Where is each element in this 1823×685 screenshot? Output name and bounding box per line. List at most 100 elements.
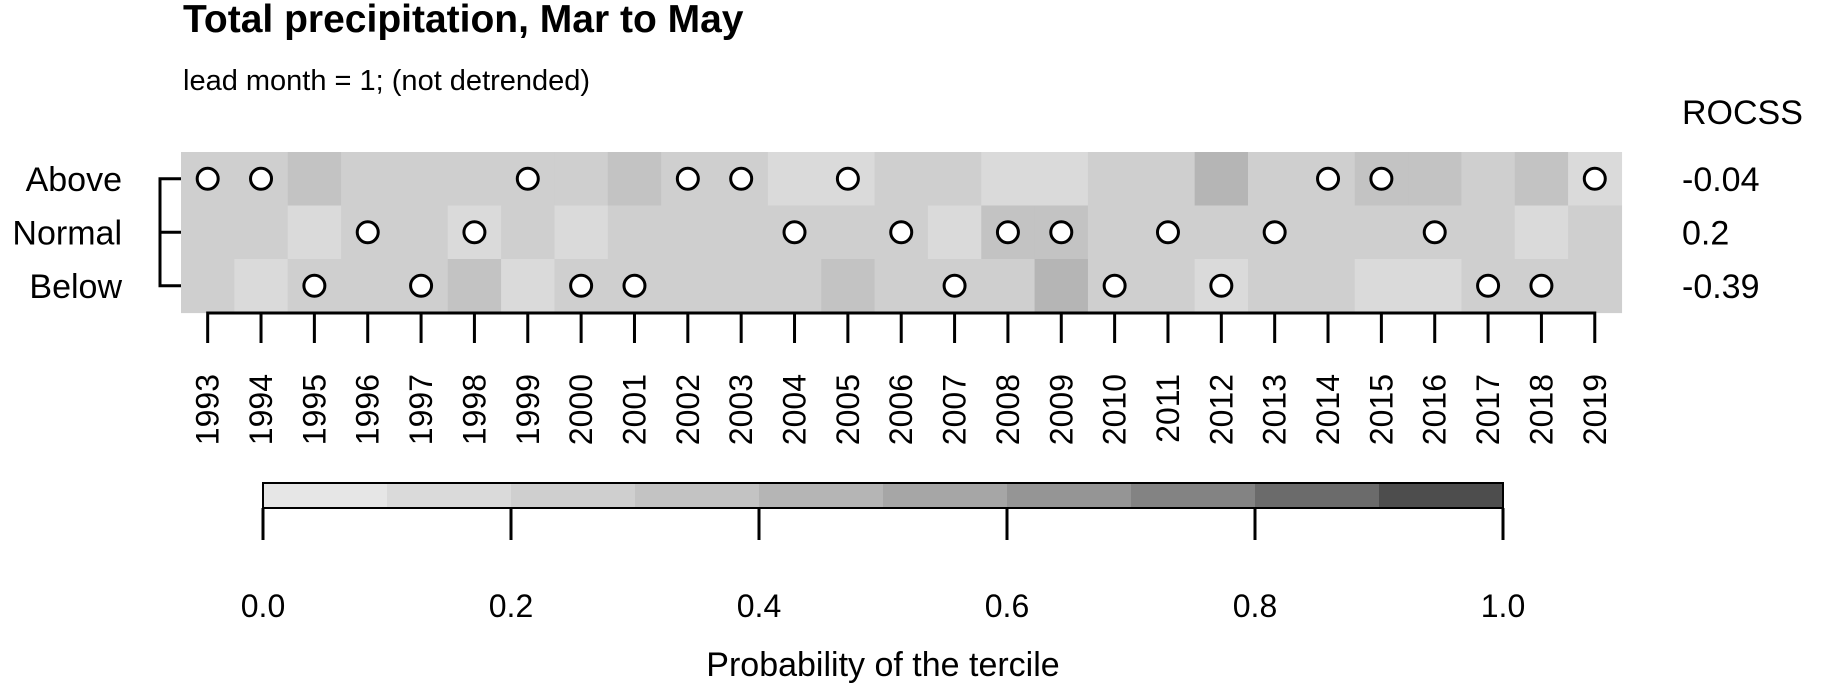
heatmap-cell (287, 152, 342, 207)
heatmap-cell (927, 205, 982, 260)
rocss-value: -0.04 (1682, 161, 1760, 199)
year-label: 2011 (1150, 374, 1186, 443)
colorbar-bin (387, 483, 512, 508)
category-label: Below (29, 268, 122, 306)
heatmap-cell (661, 259, 716, 314)
colorbar-bin (759, 483, 884, 508)
heatmap-cell (501, 259, 556, 314)
year-label: 2012 (1203, 374, 1239, 445)
heatmap-cell (1034, 152, 1089, 207)
observed-tercile-marker (1476, 273, 1501, 298)
colorbar-tick-label: 1.0 (1481, 588, 1525, 624)
chart-subtitle: lead month = 1; (not detrended) (183, 65, 590, 97)
observed-tercile-marker (1369, 166, 1394, 191)
heatmap-cell (1034, 259, 1089, 314)
year-label: 2017 (1470, 374, 1506, 445)
heatmap-cell (874, 259, 929, 314)
heatmap-cell (1248, 259, 1302, 314)
observed-tercile-marker (1155, 220, 1180, 245)
colorbar-bin (263, 483, 388, 508)
year-label: 1999 (510, 374, 546, 445)
observed-tercile-marker (1316, 166, 1341, 191)
heatmap-cell (1301, 259, 1356, 314)
observed-tercile-marker (569, 273, 594, 298)
colorbar-tick-label: 0.6 (985, 588, 1029, 624)
heatmap-cell (554, 152, 609, 207)
heatmap-cell (714, 205, 769, 260)
observed-tercile-marker (355, 220, 380, 245)
colorbar-bin (883, 483, 1008, 508)
heatmap-cell (1568, 259, 1623, 314)
year-label: 1998 (456, 374, 492, 445)
heatmap-cell (447, 259, 502, 314)
heatmap-cell (1141, 259, 1196, 314)
heatmap-cell (1408, 152, 1462, 207)
colorbar-tick-label: 0.0 (241, 588, 285, 624)
year-label: 2001 (616, 374, 652, 445)
year-label: 2008 (990, 374, 1026, 445)
observed-tercile-marker (1209, 273, 1234, 298)
heatmap-cell (501, 205, 556, 260)
heatmap-cell (874, 152, 929, 207)
observed-tercile-marker (1262, 220, 1287, 245)
year-label: 2002 (670, 374, 706, 445)
observed-markers (195, 166, 1607, 298)
year-label: 2005 (830, 374, 866, 445)
observed-tercile-marker (675, 166, 700, 191)
year-label: 2019 (1577, 374, 1613, 445)
heatmap-cell (1141, 152, 1196, 207)
colorbar-title: Probability of the tercile (706, 646, 1059, 684)
heatmap-cell (234, 259, 289, 314)
colorbar-tick-label: 0.2 (489, 588, 533, 624)
heatmap-cell (767, 152, 822, 207)
heatmap-cell (714, 259, 769, 314)
observed-tercile-marker (515, 166, 540, 191)
heatmap-cell (607, 205, 662, 260)
observed-tercile-marker (1049, 220, 1074, 245)
rocss-value: 0.2 (1682, 214, 1729, 252)
heatmap-cell (341, 259, 395, 314)
observed-tercile-marker (995, 220, 1020, 245)
observed-tercile-marker (942, 273, 967, 298)
colorbar-frame (262, 482, 1504, 509)
heatmap-cell (181, 205, 235, 260)
rocss-column: -0.04 0.2 -0.39 (1682, 161, 1760, 306)
year-label: 2014 (1310, 374, 1346, 445)
rocss-value: -0.39 (1682, 268, 1760, 306)
heatmap-cell (661, 205, 716, 260)
year-label: 2015 (1363, 374, 1399, 445)
observed-tercile-marker (622, 273, 647, 298)
heatmap-cell (1087, 205, 1142, 260)
year-label: 2013 (1257, 374, 1293, 445)
year-label: 2009 (1043, 374, 1079, 445)
heatmap-cell (767, 259, 822, 314)
year-label: 1993 (190, 374, 226, 445)
heatmap-cell (1408, 259, 1462, 314)
heatmap-cell (1194, 152, 1249, 207)
year-label: 2003 (723, 374, 759, 445)
observed-tercile-marker (302, 273, 327, 298)
heatmap-cell (394, 205, 449, 260)
heatmap-cell (1568, 205, 1623, 260)
chart-title: Total precipitation, Mar to May (183, 0, 744, 41)
heatmap-cell (1514, 152, 1569, 207)
year-label: 2006 (883, 374, 919, 445)
heatmap-cell (927, 152, 982, 207)
category-label: Normal (12, 214, 122, 252)
heatmap-cell (341, 152, 395, 207)
observed-tercile-marker (249, 166, 274, 191)
observed-tercile-marker (1529, 273, 1554, 298)
heatmap-cell (1248, 152, 1302, 207)
colorbar-bin (1007, 483, 1132, 508)
heatmap-cell (287, 205, 342, 260)
year-label: 1996 (350, 374, 386, 445)
heatmap-cell (447, 152, 502, 207)
heatmap-cell (394, 152, 449, 207)
category-label: Above (26, 161, 122, 199)
heatmap-cell (1461, 205, 1516, 260)
year-label: 2004 (777, 374, 813, 445)
year-label: 1994 (243, 374, 279, 445)
observed-tercile-marker (1582, 166, 1607, 191)
heatmap-cell (1087, 152, 1142, 207)
